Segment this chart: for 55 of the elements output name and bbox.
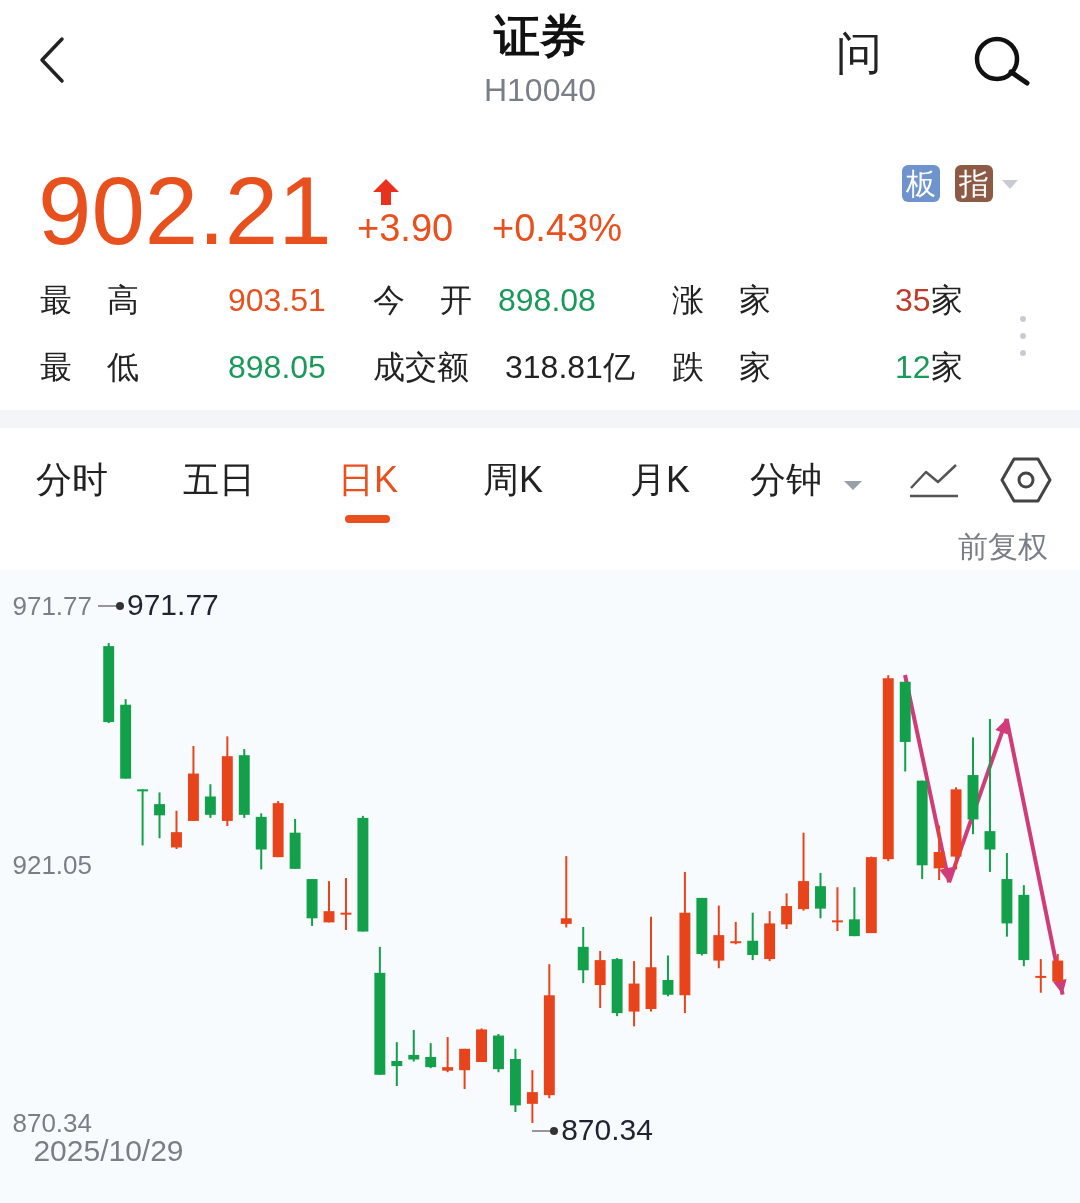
y-tick-label: 971.77 (12, 591, 92, 622)
text: 涨 家 (672, 282, 771, 318)
text: 898.08 (498, 282, 596, 318)
text: 前复权 (958, 530, 1048, 563)
candlestick (781, 892, 793, 930)
candlestick (323, 880, 335, 924)
text: 五日 (183, 459, 255, 500)
candlestick (425, 1042, 437, 1070)
text: 指 (959, 167, 989, 200)
text: 分钟 (750, 459, 822, 500)
candlestick (831, 886, 843, 933)
candlestick (442, 1036, 454, 1074)
candlestick (137, 788, 149, 847)
annotation: 870.34 (561, 1113, 653, 1146)
candlestick (1035, 958, 1047, 994)
text: 最 高 (40, 282, 139, 318)
candlestick (577, 925, 589, 985)
text: 问 (836, 27, 882, 79)
text: 今 开 (373, 282, 472, 318)
text: 最 低 (40, 349, 139, 385)
candlestick (662, 954, 674, 998)
text: +3.90 (357, 207, 454, 249)
chart-subtitle: H10040 (483, 72, 597, 108)
text: 成交额 (373, 349, 469, 385)
text: 跌 家 (672, 349, 771, 385)
text: 902.21 (38, 157, 332, 264)
candlestick (391, 1041, 403, 1087)
candlestick (340, 877, 352, 932)
chart-title: 证券 (494, 10, 586, 62)
annotation: 971.77 (127, 588, 219, 621)
y-tick-label: 921.05 (12, 849, 92, 880)
candlestick (984, 718, 996, 873)
text: 分时 (36, 459, 108, 500)
text: 318.81亿 (505, 349, 635, 385)
text: 898.05 (228, 349, 326, 385)
candlestick (747, 911, 759, 962)
candlestick (459, 1047, 471, 1091)
candlestick (730, 920, 742, 946)
text: 35家 (895, 282, 963, 319)
candlestick (560, 855, 572, 929)
candlestick (204, 783, 216, 819)
text: 板 (906, 167, 936, 200)
text: 周K (483, 459, 544, 500)
text: 日K (338, 459, 399, 500)
candlestick (171, 809, 182, 850)
text: +0.43% (492, 207, 622, 249)
text: 903.51 (228, 282, 326, 318)
candlestick (526, 1069, 538, 1123)
text: 12家 (895, 349, 963, 386)
candlestick (933, 824, 945, 882)
candlestick (154, 791, 165, 840)
candlestick (1052, 952, 1064, 983)
candlestick (815, 871, 826, 920)
candlestick (848, 886, 860, 938)
text: 月K (630, 459, 691, 500)
